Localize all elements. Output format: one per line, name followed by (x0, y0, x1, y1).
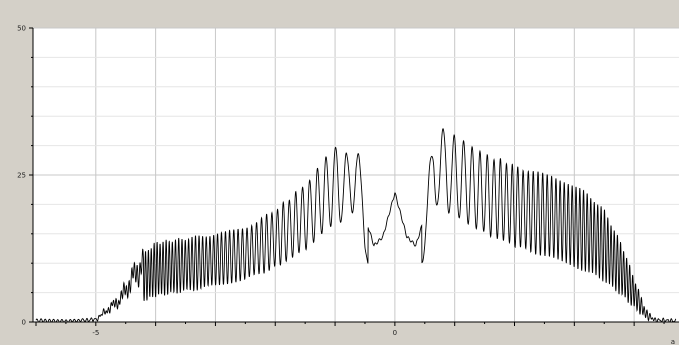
gridlines (33, 27, 679, 322)
corner-label: a (671, 338, 675, 345)
x-tick-label: 0 (393, 329, 397, 337)
y-tick-label: 50 (17, 25, 26, 33)
series-line (35, 128, 677, 323)
axes (29, 27, 679, 326)
series-line-layer (35, 128, 677, 323)
x-tick-label: -5 (92, 329, 99, 337)
y-tick-label: 25 (17, 172, 26, 180)
y-tick-label: 0 (22, 319, 26, 327)
tick-labels: 0 25 50 -5 0 a (17, 25, 675, 345)
